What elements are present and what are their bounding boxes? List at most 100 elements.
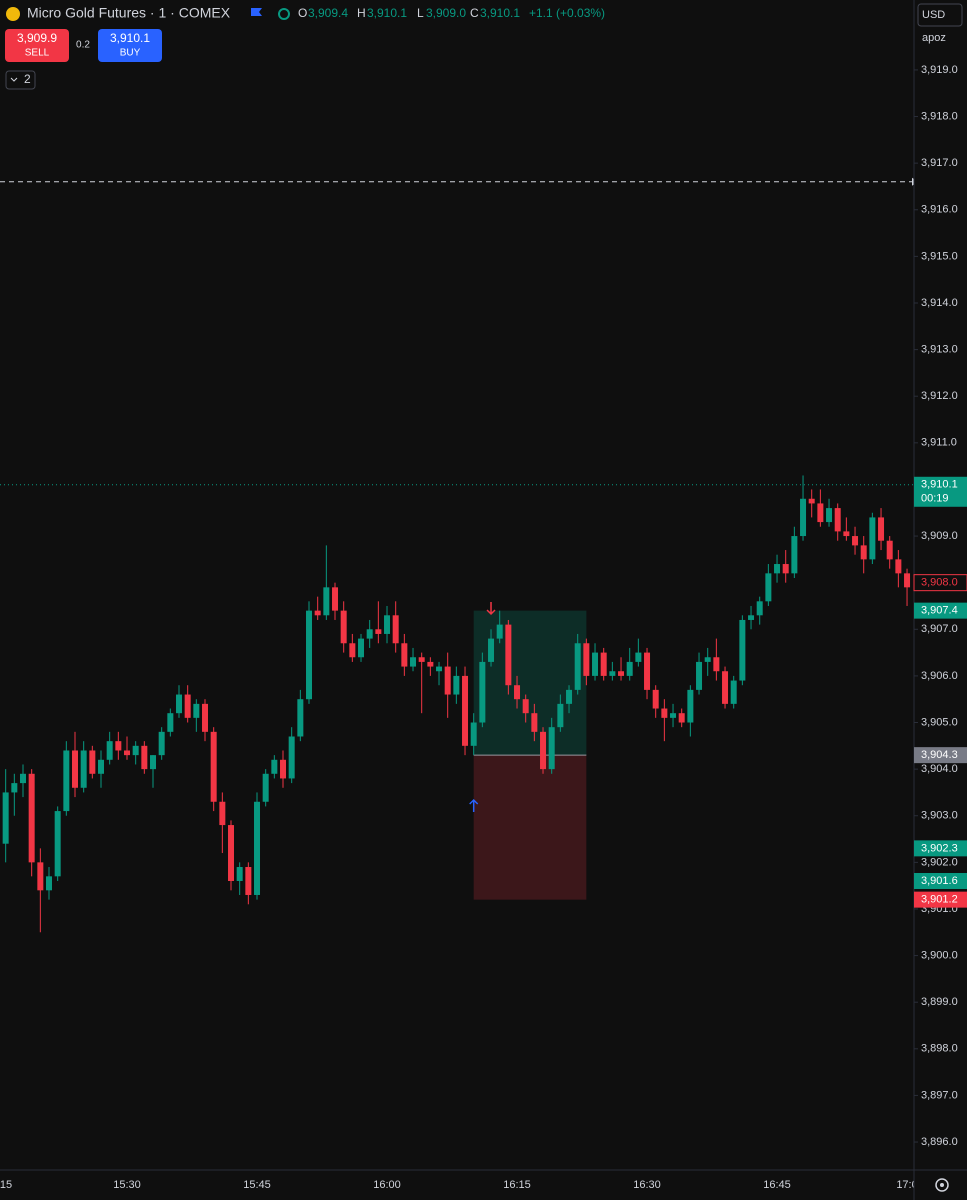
candle-body bbox=[63, 750, 70, 812]
buy-arrow bbox=[469, 798, 479, 812]
buy-price[interactable]: 3,910.1 bbox=[110, 31, 150, 45]
ohlc-value: 3,909.0 bbox=[426, 6, 466, 20]
candle-body bbox=[774, 564, 781, 574]
candle-body bbox=[167, 713, 174, 732]
y-tick-label: 3,897.0 bbox=[921, 1089, 958, 1101]
price-label: 3,902.3 bbox=[921, 842, 958, 854]
ohlc-value: 3,910.1 bbox=[480, 6, 520, 20]
price-label: 3,910.1 bbox=[921, 479, 958, 491]
candle-body bbox=[358, 638, 365, 658]
candle-body bbox=[817, 503, 824, 523]
target-zone bbox=[473, 610, 587, 756]
candle-body bbox=[262, 773, 269, 802]
price-label-box bbox=[914, 602, 967, 619]
candle-body bbox=[462, 675, 469, 746]
settings-icon[interactable] bbox=[935, 1178, 949, 1192]
x-tick-label: 15 bbox=[0, 1179, 12, 1191]
candle-body bbox=[410, 657, 417, 667]
candle-body bbox=[722, 671, 729, 704]
indicator-toggle[interactable] bbox=[5, 70, 36, 90]
settings-icon-center[interactable] bbox=[940, 1183, 944, 1187]
candle-body bbox=[566, 689, 573, 704]
y-tick-label: 3,911.0 bbox=[921, 437, 957, 449]
candle-body bbox=[349, 643, 356, 658]
currency[interactable]: USD bbox=[922, 9, 945, 21]
candle-body bbox=[791, 536, 798, 574]
candle-body bbox=[678, 713, 685, 723]
candle-body bbox=[314, 610, 321, 616]
candle-body bbox=[436, 666, 443, 672]
symbol-icon bbox=[6, 7, 20, 21]
y-tick-label: 3,913.0 bbox=[921, 344, 958, 356]
candle-body bbox=[843, 531, 850, 537]
candle-body bbox=[202, 703, 209, 732]
sell-arrow bbox=[486, 602, 496, 616]
candle-body bbox=[444, 666, 451, 695]
candle-body bbox=[696, 661, 703, 690]
sell-button[interactable] bbox=[5, 29, 69, 62]
candle-body bbox=[687, 689, 694, 723]
sell-price[interactable]: 3,909.9 bbox=[17, 31, 57, 45]
candle-body bbox=[514, 685, 521, 700]
candle-body bbox=[340, 610, 347, 644]
candle-body bbox=[323, 587, 330, 616]
price-label-box bbox=[913, 574, 967, 592]
x-tick-label: 16:00 bbox=[373, 1179, 401, 1191]
currency-button[interactable] bbox=[917, 3, 963, 27]
price-label-box bbox=[914, 891, 967, 908]
candle-body bbox=[713, 657, 720, 672]
y-tick-label: 3,907.0 bbox=[921, 623, 958, 635]
buy-button[interactable] bbox=[98, 29, 162, 62]
candle-body bbox=[739, 619, 746, 681]
candle-body bbox=[886, 540, 893, 560]
candle-body bbox=[228, 825, 235, 881]
y-tick-label: 3,902.0 bbox=[921, 856, 958, 868]
spread: 0.2 bbox=[76, 40, 90, 51]
candle-body bbox=[453, 675, 460, 695]
candle-body bbox=[150, 755, 157, 770]
candle-body bbox=[236, 867, 243, 881]
flag-icon[interactable] bbox=[251, 8, 262, 16]
y-tick-label: 3,904.0 bbox=[921, 763, 958, 775]
ohlc-key: L bbox=[417, 6, 424, 20]
candle-body bbox=[288, 736, 295, 779]
candle-body bbox=[254, 801, 261, 895]
candle-body bbox=[37, 862, 44, 891]
candle-body bbox=[609, 671, 616, 676]
sell-label[interactable]: SELL bbox=[25, 48, 50, 59]
candle-body bbox=[574, 643, 581, 690]
y-tick-label: 3,906.0 bbox=[921, 670, 958, 682]
candle-body bbox=[141, 745, 148, 770]
candle-body bbox=[505, 624, 512, 686]
candle-body bbox=[488, 638, 495, 662]
candle-body bbox=[98, 759, 105, 774]
candle-body bbox=[366, 629, 373, 639]
candle-body bbox=[826, 508, 833, 523]
candle-body bbox=[904, 573, 911, 588]
candle-body bbox=[106, 741, 113, 760]
candle-body bbox=[418, 657, 425, 662]
price-label-box bbox=[914, 872, 967, 889]
candle-body bbox=[427, 661, 434, 667]
buy-label[interactable]: BUY bbox=[120, 48, 141, 59]
candle-body bbox=[652, 689, 659, 709]
price-label: 3,907.4 bbox=[921, 605, 958, 617]
x-tick-label: 16:15 bbox=[503, 1179, 531, 1191]
candle-body bbox=[800, 498, 807, 537]
y-tick-label: 3,896.0 bbox=[921, 1136, 958, 1148]
symbol[interactable]: Micro Gold Futures · 1 · COMEX bbox=[27, 5, 231, 21]
candle-body bbox=[704, 657, 711, 662]
candle-body bbox=[11, 783, 18, 793]
chevron-icon[interactable] bbox=[10, 77, 18, 82]
candle-body bbox=[852, 536, 859, 546]
account[interactable]: apoz bbox=[922, 32, 946, 44]
y-tick-label: 3,898.0 bbox=[921, 1043, 958, 1055]
candle-body bbox=[401, 643, 408, 667]
indicator-count[interactable]: 2 bbox=[24, 72, 31, 86]
candle-body bbox=[184, 694, 191, 718]
candle-body bbox=[592, 652, 599, 676]
candle-body bbox=[635, 652, 642, 662]
